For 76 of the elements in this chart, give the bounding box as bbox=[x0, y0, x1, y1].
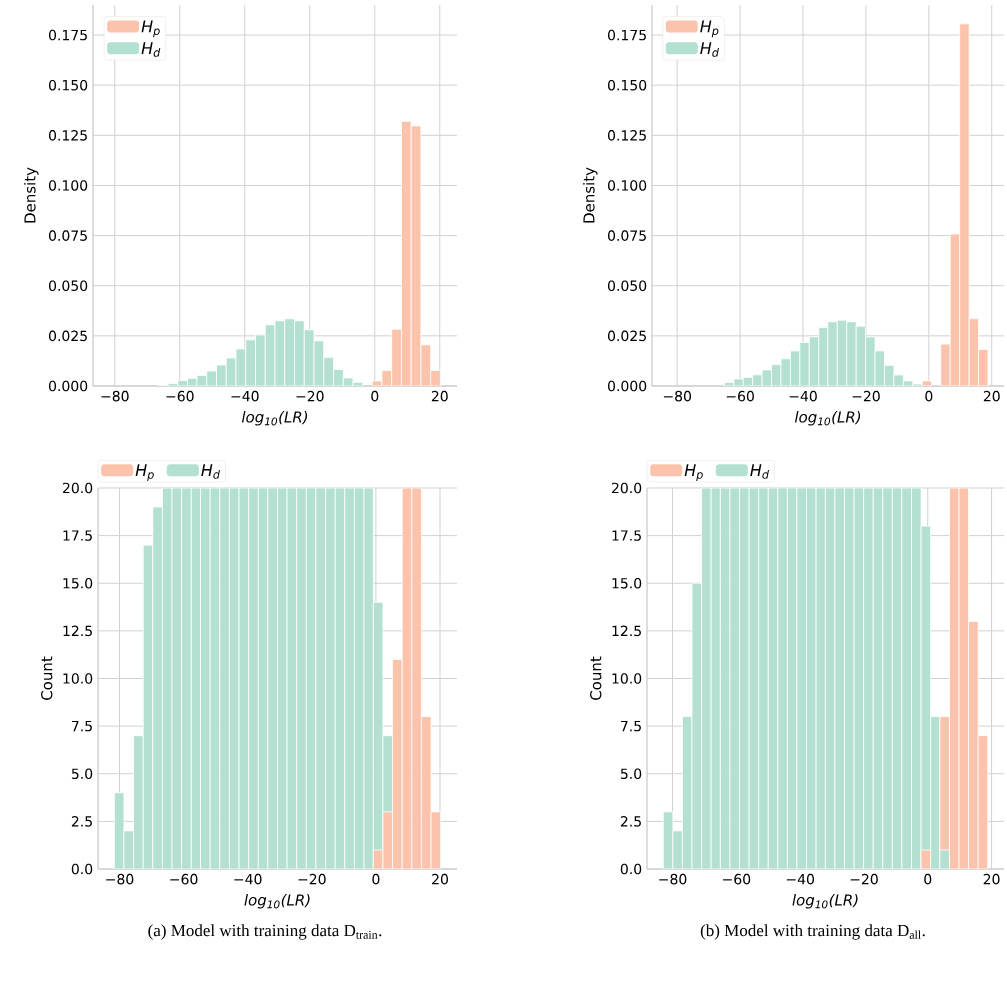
y-tick-label: 0.125 bbox=[607, 130, 646, 141]
y-tick-label: 0.100 bbox=[607, 180, 647, 191]
y-tick-label: 10.0 bbox=[612, 673, 642, 684]
y-tick-label: 17.5 bbox=[63, 530, 92, 541]
y-tick-label: 0.0 bbox=[71, 863, 93, 875]
x-tick-label: −60 bbox=[723, 873, 751, 885]
y-tick-label: 15.0 bbox=[63, 577, 93, 589]
x-tick-label: −20 bbox=[852, 390, 880, 402]
x-tick-label: 0 bbox=[372, 873, 380, 885]
y-tick-label: 0.000 bbox=[607, 380, 647, 392]
x-tick-label: −80 bbox=[663, 390, 692, 402]
x-axis-title: log$_{10}$(LR) bbox=[241, 410, 308, 426]
y-tick-label: 2.5 bbox=[620, 816, 641, 827]
x-axis-title: log$_{10}$(LR) bbox=[244, 893, 310, 909]
y-axis-title: Count bbox=[590, 656, 602, 700]
legend-label: H$_{d}$ bbox=[141, 42, 161, 57]
x-tick-label: 0 bbox=[925, 390, 933, 402]
y-axis-title: Density bbox=[24, 167, 39, 223]
x-tick-label: 20 bbox=[432, 873, 448, 885]
y-tick-label: 15.0 bbox=[612, 577, 642, 589]
y-tick-label: 7.5 bbox=[72, 720, 92, 732]
y-tick-label: 0.100 bbox=[48, 180, 88, 191]
x-tick-label: 20 bbox=[431, 390, 448, 402]
y-tick-label: 0.025 bbox=[48, 330, 87, 342]
x-tick-label: −20 bbox=[296, 390, 324, 402]
y-axis-title: Count bbox=[41, 656, 53, 700]
text: (a) Model with training data D$_{train}$. bbox=[148, 924, 382, 940]
x-tick-label: −60 bbox=[170, 873, 198, 885]
y-tick-label: 5.0 bbox=[620, 768, 642, 780]
y-tick-label: 0.125 bbox=[48, 130, 87, 141]
legend-label: H$_{d}$ bbox=[750, 464, 769, 479]
x-axis-title: log$_{10}$(LR) bbox=[794, 410, 861, 426]
y-axis-title: Density bbox=[583, 167, 598, 223]
legend-label: H$_{p}$ bbox=[684, 464, 703, 481]
x-tick-label: −80 bbox=[101, 390, 129, 402]
legend-label: H$_{p}$ bbox=[141, 20, 160, 38]
x-tick-label: 20 bbox=[983, 390, 1000, 402]
y-tick-label: 0.050 bbox=[48, 280, 88, 292]
y-tick-label: 12.5 bbox=[612, 625, 641, 637]
x-tick-label: −40 bbox=[231, 390, 259, 402]
y-tick-label: 20.0 bbox=[612, 482, 642, 494]
y-tick-label: 0.075 bbox=[48, 230, 87, 241]
y-tick-label: 0.175 bbox=[48, 29, 87, 41]
x-tick-label: −20 bbox=[298, 873, 326, 885]
y-tick-label: 0.150 bbox=[48, 79, 88, 91]
y-tick-label: 2.5 bbox=[71, 816, 92, 827]
legend-label: H$_{p}$ bbox=[700, 20, 719, 38]
y-tick-label: 0.000 bbox=[48, 380, 88, 392]
y-tick-label: 0.150 bbox=[607, 79, 647, 91]
y-tick-label: 0.175 bbox=[607, 29, 646, 41]
y-tick-label: 0.0 bbox=[620, 863, 642, 875]
x-tick-label: −80 bbox=[659, 873, 687, 885]
x-tick-label: 0 bbox=[924, 873, 932, 885]
y-tick-label: 0.025 bbox=[607, 330, 646, 342]
x-tick-label: −80 bbox=[106, 873, 134, 885]
legend-label: H$_{d}$ bbox=[700, 42, 719, 57]
x-tick-label: 20 bbox=[983, 873, 1000, 885]
x-tick-label: −20 bbox=[850, 873, 878, 885]
y-tick-label: 20.0 bbox=[62, 482, 93, 494]
x-tick-label: −60 bbox=[726, 390, 754, 402]
y-tick-label: 12.5 bbox=[63, 625, 92, 637]
legend-label: H$_{p}$ bbox=[135, 464, 154, 481]
text: (b) Model with training data D$_{all}$. bbox=[700, 924, 925, 940]
legend-label: H$_{d}$ bbox=[201, 464, 220, 479]
x-tick-label: −40 bbox=[786, 873, 814, 885]
x-tick-label: −40 bbox=[234, 873, 262, 885]
y-tick-label: 7.5 bbox=[621, 720, 641, 732]
y-tick-label: 5.0 bbox=[71, 768, 93, 780]
x-tick-label: −60 bbox=[166, 390, 194, 402]
x-axis-title: log$_{10}$(LR) bbox=[792, 893, 858, 909]
y-tick-label: 0.075 bbox=[607, 230, 646, 241]
y-tick-label: 0.050 bbox=[607, 280, 647, 292]
x-tick-label: 0 bbox=[371, 390, 379, 402]
y-tick-label: 17.5 bbox=[612, 530, 641, 541]
y-tick-label: 10.0 bbox=[63, 673, 93, 684]
x-tick-label: −40 bbox=[789, 390, 817, 402]
